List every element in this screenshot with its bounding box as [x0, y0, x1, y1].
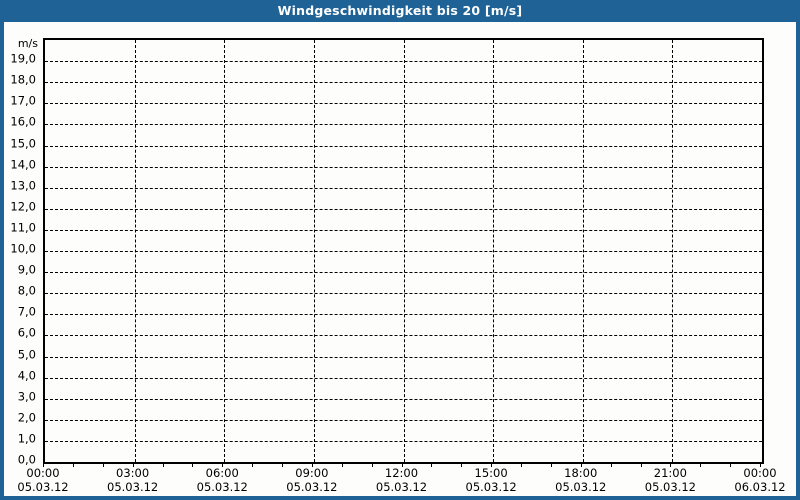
y-axis-tick-label: 17,0 [10, 93, 36, 108]
gridline-vertical [493, 40, 495, 462]
x-axis-tick-mark [282, 462, 283, 467]
x-axis-tick-mark [580, 462, 582, 467]
x-axis-tick-mark [311, 462, 313, 467]
x-axis-tick-date: 05.03.12 [17, 480, 69, 495]
x-axis-tick-mark [491, 462, 493, 467]
x-axis-tick-mark [192, 462, 194, 467]
x-axis-tick-mark [461, 462, 463, 467]
y-axis-tick-label: 6,0 [17, 325, 36, 340]
x-axis-tick-time: 00:00 [26, 466, 60, 480]
y-axis-tick-label: 3,0 [17, 388, 36, 403]
y-axis-tick-label: 2,0 [17, 410, 36, 425]
y-axis-tick-label: 14,0 [10, 156, 36, 171]
y-axis-tick-label: 15,0 [10, 135, 36, 150]
x-axis-tick-mark [102, 462, 104, 467]
y-axis-tick-label: 13,0 [10, 177, 36, 192]
y-axis-tick-label: 10,0 [10, 241, 36, 256]
y-axis-tick-label: 12,0 [10, 199, 36, 214]
x-axis-tick-label: 12:00 05.03.12 [357, 466, 447, 495]
x-axis-tick-date: 05.03.12 [375, 480, 428, 495]
y-axis-tick-label: 9,0 [17, 262, 36, 277]
x-axis-tick-label: 15:00 05.03.12 [446, 466, 536, 495]
y-axis-tick-label: 0,0 [17, 452, 36, 467]
x-axis-tick-mark [760, 462, 761, 467]
x-axis-tick-date: 05.03.12 [107, 480, 159, 495]
plot-area [43, 38, 764, 464]
y-axis-tick-label: 7,0 [17, 304, 36, 319]
x-axis-tick-mark [252, 462, 254, 467]
window-border-left [0, 0, 4, 500]
x-axis-tick-mark [640, 462, 642, 467]
x-axis-tick-date: 05.03.12 [465, 480, 517, 495]
x-axis-tick-mark [431, 462, 433, 467]
x-axis-tick-label: 09:00 05.03.12 [267, 466, 357, 495]
x-axis-tick-time: 18:00 [564, 466, 598, 480]
chart-title-bar: Windgeschwindigkeit bis 20 [m/s] [0, 0, 800, 22]
x-axis-tick-label: 00:00 06.03.12 [715, 466, 800, 495]
y-axis-tick-label: 19,0 [10, 51, 36, 66]
x-axis-tick-time: 03:00 [116, 466, 150, 480]
gridline-vertical [582, 40, 584, 462]
x-axis-tick-mark [521, 462, 522, 467]
x-axis-tick-date: 05.03.12 [555, 480, 607, 495]
y-axis-tick-label: 18,0 [10, 72, 36, 87]
y-axis-unit-label: m/s [17, 37, 38, 50]
x-axis-tick-mark [222, 462, 224, 467]
gridline-vertical [134, 40, 136, 462]
y-axis-tick-label: 4,0 [17, 367, 36, 382]
y-axis-tick-label: 11,0 [10, 220, 36, 235]
x-axis-tick-mark [371, 462, 373, 467]
y-axis-tick-label: 1,0 [17, 431, 36, 446]
gridline-vertical [403, 40, 405, 462]
x-axis-tick-label: 18:00 05.03.12 [536, 466, 626, 495]
x-axis-tick-mark [162, 462, 164, 467]
x-axis-tick-date: 05.03.12 [196, 480, 248, 495]
x-axis-tick-mark [700, 462, 702, 467]
window-border-bottom [0, 496, 800, 500]
y-axis-tick-label: 8,0 [17, 283, 36, 298]
y-axis-tick-label: 5,0 [17, 346, 36, 361]
gridline-vertical [672, 40, 674, 462]
x-axis-tick-label: 03:00 05.03.12 [88, 466, 178, 495]
x-axis-tick-mark [550, 462, 552, 467]
plot-inner [45, 40, 762, 462]
x-axis-tick-label: 00:00 05.03.12 [0, 466, 88, 495]
x-axis-tick-time: 09:00 [295, 466, 329, 480]
x-axis-tick-mark [730, 462, 732, 467]
x-axis-tick-mark [401, 462, 403, 467]
x-axis-tick-mark [341, 462, 343, 467]
x-axis-tick-time: 00:00 [743, 466, 777, 480]
gridline-vertical [224, 40, 226, 462]
x-axis-tick-label: 21:00 05.03.12 [625, 466, 715, 495]
x-axis-tick-time: 15:00 [474, 466, 508, 480]
chart-title: Windgeschwindigkeit bis 20 [m/s] [277, 2, 523, 18]
x-axis-tick-time: 12:00 [384, 466, 419, 480]
x-axis-tick-date: 05.03.12 [286, 480, 338, 495]
x-axis-tick-label: 06:00 05.03.12 [177, 466, 267, 495]
x-axis-tick-time: 06:00 [205, 466, 239, 480]
x-axis-tick-mark [43, 462, 44, 467]
window-border-right [796, 0, 800, 500]
x-axis-tick-mark [670, 462, 672, 467]
x-axis-tick-time: 21:00 [653, 466, 687, 480]
x-axis-tick-date: 06.03.12 [734, 480, 786, 495]
x-axis-tick-mark [132, 462, 134, 467]
gridline-vertical [313, 40, 315, 462]
y-axis-tick-label: 16,0 [10, 114, 36, 129]
x-axis-tick-date: 05.03.12 [644, 480, 696, 495]
x-axis-tick-mark [72, 462, 74, 467]
x-axis-tick-mark [610, 462, 612, 467]
